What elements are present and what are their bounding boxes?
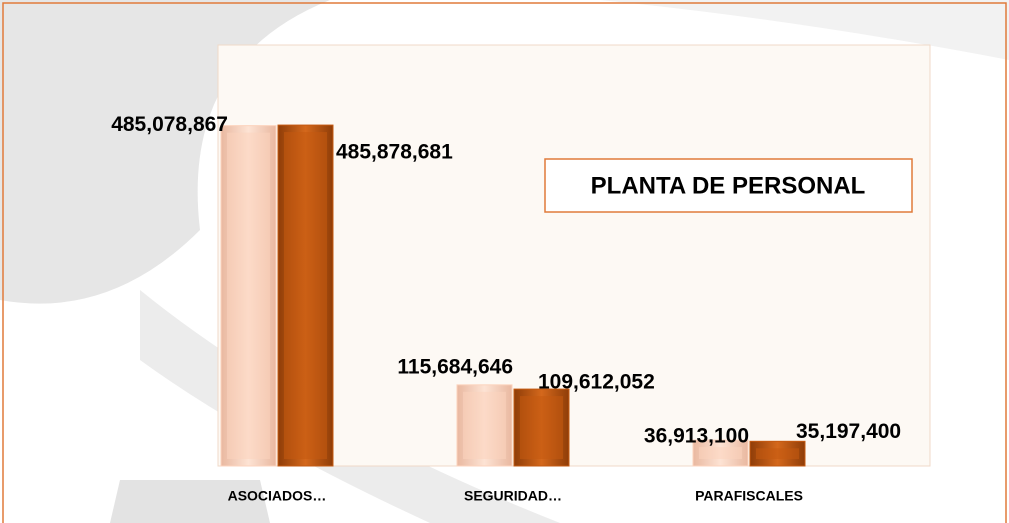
bar-bevel [699,447,742,459]
value-label: 36,913,100 [644,425,749,448]
bar-bevel [284,132,327,459]
bar-bevel [227,132,270,459]
x-tick-label: PARAFISCALES [695,488,803,504]
bar-bevel [756,448,799,459]
value-label: 485,878,681 [336,141,453,164]
chart-title: PLANTA DE PERSONAL [591,172,866,199]
bar-bevel [520,396,563,459]
value-label: 35,197,400 [796,420,901,443]
value-label: 485,078,867 [111,113,228,136]
bar-bevel [463,391,506,459]
x-tick-label: ASOCIADOS… [228,488,327,504]
value-label: 109,612,052 [538,371,655,394]
plot-area [217,44,931,467]
x-tick-label: SEGURIDAD… [464,488,562,504]
title-box [544,158,913,213]
value-label: 115,684,646 [397,355,513,378]
